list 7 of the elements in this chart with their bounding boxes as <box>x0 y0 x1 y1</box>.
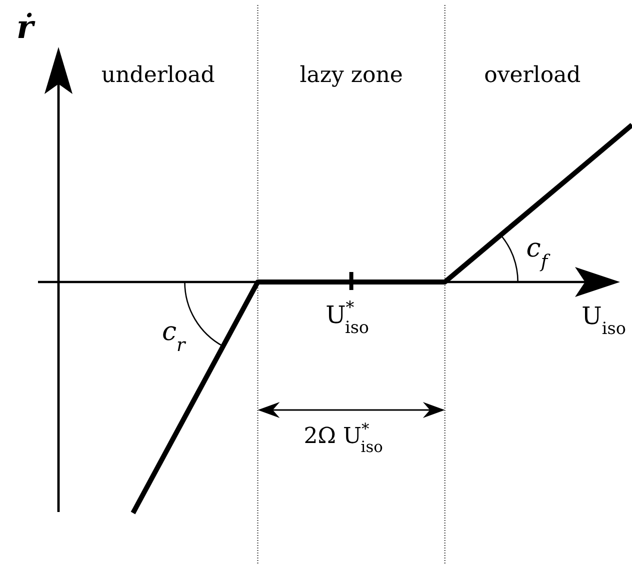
x-axis-title: U$_{iso}$ <box>582 302 626 338</box>
text: lazy zone <box>300 63 403 88</box>
text: underload <box>101 63 215 88</box>
annotation: c$_{f}$ <box>526 233 551 272</box>
text: overload <box>484 63 581 88</box>
annotation: c$_{r}$ <box>162 317 187 356</box>
y-axis-title: ṙ <box>16 8 36 46</box>
